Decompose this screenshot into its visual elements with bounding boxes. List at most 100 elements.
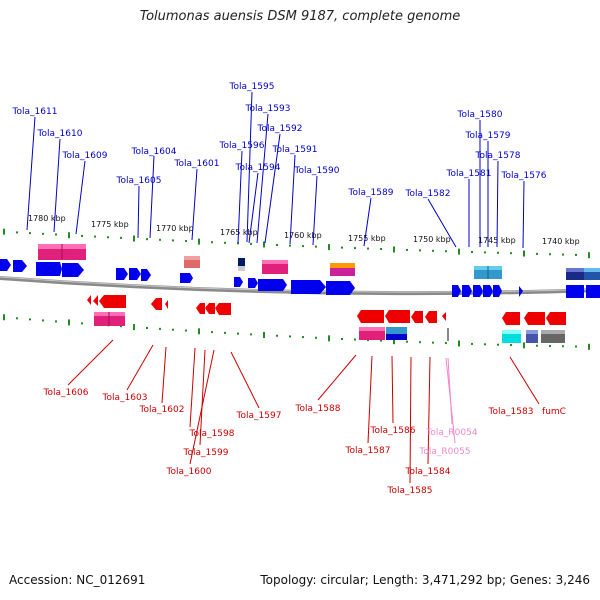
ruler-label: 1775 kbp [91, 220, 129, 229]
ruler-label: 1770 kbp [156, 224, 194, 233]
gene-label[interactable]: Tola_1580 [457, 110, 503, 120]
gene-label[interactable]: Tola_1587 [345, 446, 391, 456]
gene-label[interactable]: Tola_1610 [37, 129, 83, 139]
minor-tick [289, 244, 291, 247]
rna-leader-lines [445, 357, 456, 444]
upper-gene-arrows [0, 259, 600, 298]
minor-tick [471, 251, 473, 254]
minor-tick [575, 345, 577, 348]
major-tick [523, 342, 525, 349]
ruler-label: 1760 kbp [284, 231, 322, 240]
major-tick [588, 343, 590, 350]
gene-label[interactable]: Tola_1590 [294, 166, 340, 176]
gene-label[interactable]: Tola_1586 [370, 426, 416, 436]
minor-tick [42, 319, 44, 322]
rna-label[interactable]: Tola_R0055 [418, 447, 470, 457]
gene-label[interactable]: Tola_1602 [139, 405, 185, 415]
gene-label[interactable]: Tola_1600 [166, 467, 212, 477]
upper-feature-boxes [38, 244, 600, 280]
gene-label[interactable]: Tola_1588 [295, 404, 341, 414]
major-tick [328, 244, 330, 251]
major-tick [133, 235, 135, 242]
upper-leader-lines [26, 91, 525, 249]
minor-tick [406, 248, 408, 251]
minor-tick [224, 331, 226, 334]
minor-tick [289, 335, 291, 338]
minor-tick [341, 246, 343, 249]
minor-tick [81, 322, 83, 325]
major-tick [3, 228, 5, 235]
gene-label[interactable]: Tola_1596 [219, 141, 265, 151]
minor-tick [562, 253, 564, 256]
upper-gene-labels: Tola_1611 Tola_1610 Tola_1609 Tola_1604 … [12, 82, 547, 199]
minor-tick [419, 341, 421, 344]
minor-tick [380, 248, 382, 251]
minor-tick [484, 343, 486, 346]
minor-tick [497, 343, 499, 346]
gene-label[interactable]: Tola_1578 [475, 151, 521, 161]
gene-label[interactable]: Tola_1592 [257, 124, 303, 134]
minor-tick [432, 249, 434, 252]
minor-tick [250, 333, 252, 336]
minor-tick [575, 253, 577, 256]
minor-tick [445, 342, 447, 345]
minor-tick [471, 342, 473, 345]
gene-label[interactable]: Tola_1606 [43, 388, 89, 398]
gene-label[interactable]: Tola_1589 [348, 188, 394, 198]
gene-label[interactable]: Tola_1599 [183, 448, 229, 458]
gene-label[interactable]: Tola_1581 [446, 169, 492, 179]
ruler-label: 1740 kbp [542, 237, 580, 246]
minor-tick [159, 327, 161, 330]
minor-tick [81, 234, 83, 237]
minor-tick [367, 339, 369, 342]
rna-label[interactable]: Tola_R0054 [425, 428, 477, 438]
gene-label[interactable]: Tola_1603 [102, 393, 148, 403]
gene-label[interactable]: Tola_1595 [229, 82, 275, 92]
minor-tick [55, 320, 57, 323]
minor-tick [107, 236, 109, 239]
gene-label[interactable]: Tola_1583 [488, 407, 534, 417]
gene-label[interactable]: Tola_1598 [189, 429, 235, 439]
major-tick [263, 241, 265, 248]
gene-label[interactable]: Tola_1593 [245, 104, 291, 114]
minor-tick [497, 251, 499, 254]
minor-tick [120, 325, 122, 328]
gene-label[interactable]: Tola_1601 [174, 159, 220, 169]
major-tick [458, 248, 460, 255]
lower-feature-boxes [94, 312, 565, 343]
gene-label[interactable]: Tola_1591 [272, 145, 318, 155]
minor-tick [159, 238, 161, 241]
gene-label[interactable]: Tola_1597 [236, 411, 282, 421]
gene-label[interactable]: Tola_1585 [387, 486, 433, 496]
gene-label[interactable]: fumC [542, 407, 566, 417]
gene-label[interactable]: Tola_1611 [12, 107, 58, 117]
gene-label[interactable]: Tola_1576 [501, 171, 547, 181]
topology-label: Topology: circular; Length: 3,471,292 bp… [260, 573, 590, 587]
ruler-label: 1780 kbp [28, 214, 66, 223]
minor-tick [120, 236, 122, 239]
rna-gene-labels: Tola_R0054 Tola_R0055 [418, 428, 477, 457]
major-tick [68, 232, 70, 239]
lower-gene-arrows [87, 295, 566, 325]
minor-tick [211, 331, 213, 334]
minor-tick [354, 338, 356, 341]
ruler-label: 1750 kbp [413, 235, 451, 244]
minor-tick [380, 339, 382, 342]
gene-label[interactable]: Tola_1609 [62, 151, 108, 161]
gene-label[interactable]: Tola_1604 [131, 147, 177, 157]
gene-label[interactable]: Tola_1582 [405, 189, 451, 199]
minor-tick [185, 240, 187, 243]
minor-tick [172, 239, 174, 242]
gene-label[interactable]: Tola_1594 [235, 163, 281, 173]
gene-label[interactable]: Tola_1605 [116, 176, 162, 186]
minor-tick [237, 242, 239, 245]
gene-label[interactable]: Tola_1579 [465, 131, 511, 141]
minor-tick [237, 332, 239, 335]
major-tick [458, 340, 460, 347]
minor-tick [185, 329, 187, 332]
minor-tick [536, 252, 538, 255]
upper-tick-row [3, 228, 590, 259]
gene-label[interactable]: Tola_1584 [405, 467, 451, 477]
minor-tick [367, 247, 369, 250]
